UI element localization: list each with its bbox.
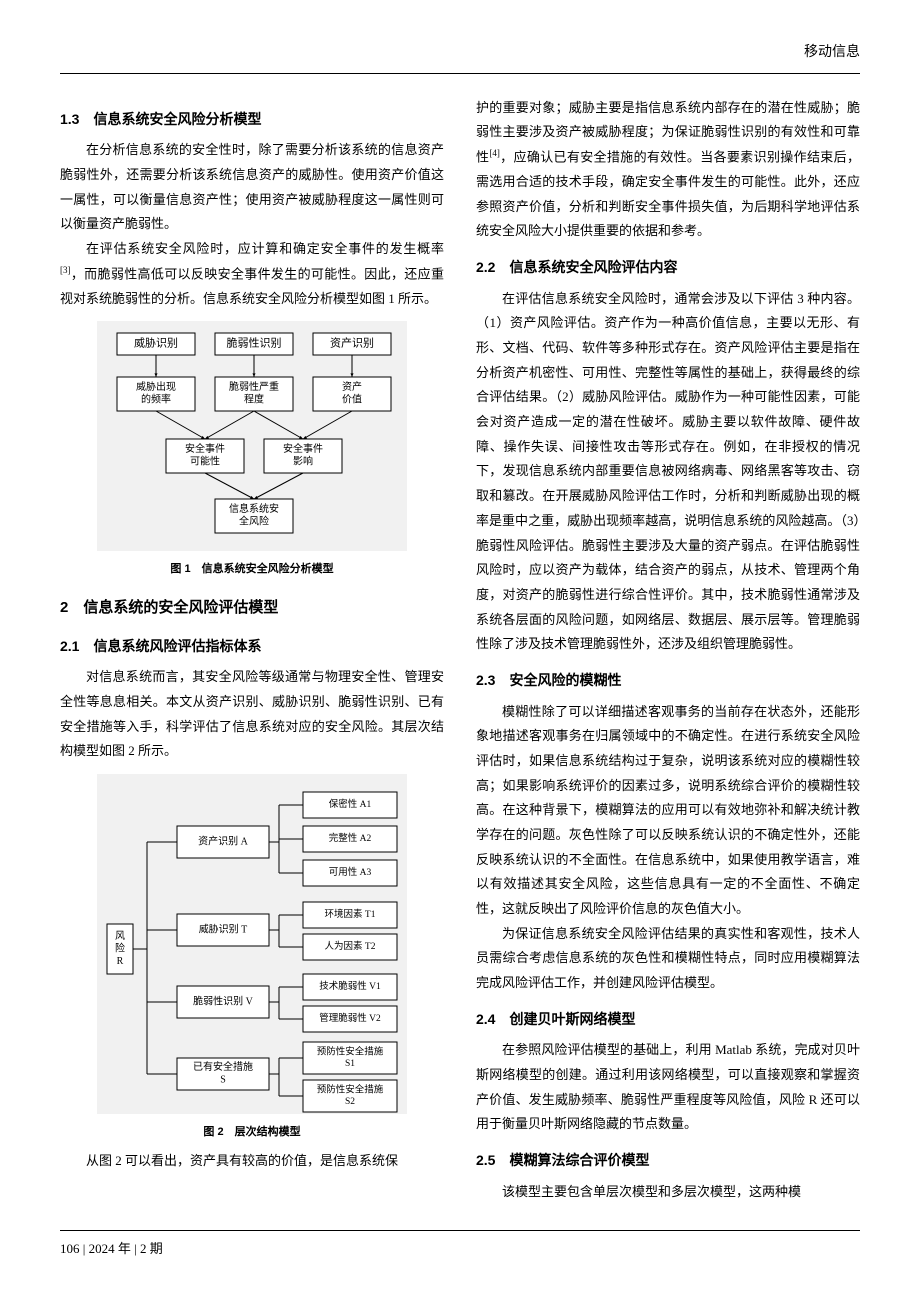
citation: [3]	[60, 265, 71, 275]
para: 模糊性除了可以详细描述客观事务的当前存在状态外，还能形象地描述客观事务在归属领域…	[476, 700, 860, 922]
svg-text:预防性安全措施: 预防性安全措施	[317, 1083, 384, 1095]
svg-text:全风险: 全风险	[239, 515, 269, 528]
svg-text:技术脆弱性 V1: 技术脆弱性 V1	[319, 980, 381, 992]
para: 该模型主要包含单层次模型和多层次模型，这两种模	[476, 1180, 860, 1205]
heading-2-4: 2.4 创建贝叶斯网络模型	[476, 1006, 860, 1033]
svg-text:资产识别 A: 资产识别 A	[198, 834, 248, 847]
svg-text:资产识别: 资产识别	[330, 336, 374, 350]
para: 从图 2 可以看出，资产具有较高的价值，是信息系统保	[60, 1149, 444, 1174]
svg-text:脆弱性严重: 脆弱性严重	[229, 380, 279, 393]
svg-text:脆弱性识别 V: 脆弱性识别 V	[193, 994, 253, 1007]
svg-text:可用性 A3: 可用性 A3	[329, 866, 372, 878]
heading-2-2: 2.2 信息系统安全风险评估内容	[476, 254, 860, 281]
svg-text:管理脆弱性 V2: 管理脆弱性 V2	[319, 1012, 381, 1024]
svg-text:威胁出现: 威胁出现	[136, 380, 176, 393]
figure-1-caption: 图 1 信息系统安全风险分析模型	[60, 559, 444, 580]
para: 为保证信息系统安全风险评估结果的真实性和客观性，技术人员需综合考虑信息系统的灰色…	[476, 922, 860, 996]
svg-text:风: 风	[115, 930, 125, 942]
issue-info: 2024 年 | 2 期	[89, 1241, 163, 1256]
para: 对信息系统而言，其安全风险等级通常与物理安全性、管理安全性等息息相关。本文从资产…	[60, 665, 444, 764]
svg-text:信息系统安: 信息系统安	[229, 502, 279, 515]
svg-text:资产: 资产	[342, 380, 362, 393]
svg-text:人为因素 T2: 人为因素 T2	[325, 940, 376, 952]
para: 在评估信息系统安全风险时，通常会涉及以下评估 3 种内容。（1）资产风险评估。资…	[476, 287, 860, 657]
svg-text:已有安全措施: 已有安全措施	[193, 1060, 253, 1073]
heading-1-3: 1.3 信息系统安全风险分析模型	[60, 106, 444, 133]
para: 护的重要对象；威胁主要是指信息系统内部存在的潜在性威胁；脆弱性主要涉及资产被威胁…	[476, 96, 860, 244]
para: 在参照风险评估模型的基础上，利用 Matlab 系统，完成对贝叶斯网络模型的创建…	[476, 1038, 860, 1137]
heading-2-1: 2.1 信息系统风险评估指标体系	[60, 633, 444, 660]
page-number: 106	[60, 1241, 80, 1256]
svg-text:R: R	[117, 956, 124, 967]
svg-text:S1: S1	[345, 1059, 355, 1069]
figure-1: 威胁识别脆弱性识别资产识别威胁出现的频率脆弱性严重程度资产价值安全事件可能性安全…	[97, 321, 407, 551]
svg-text:安全事件: 安全事件	[185, 442, 225, 455]
para: 在分析信息系统的安全性时，除了需要分析该系统的信息资产脆弱性外，还需要分析该系统…	[60, 138, 444, 237]
svg-text:价值: 价值	[342, 393, 362, 406]
svg-text:的频率: 的频率	[141, 393, 171, 406]
svg-text:程度: 程度	[244, 393, 264, 406]
para: 在评估系统安全风险时，应计算和确定安全事件的发生概率[3]，而脆弱性高低可以反映…	[60, 237, 444, 311]
left-column: 1.3 信息系统安全风险分析模型 在分析信息系统的安全性时，除了需要分析该系统的…	[60, 96, 444, 1205]
heading-2: 2 信息系统的安全风险评估模型	[60, 594, 444, 623]
svg-text:S2: S2	[345, 1097, 355, 1107]
svg-text:可能性: 可能性	[190, 455, 220, 468]
heading-2-5: 2.5 模糊算法综合评价模型	[476, 1147, 860, 1174]
svg-text:S: S	[220, 1075, 226, 1086]
svg-text:完整性 A2: 完整性 A2	[329, 832, 372, 844]
right-column: 护的重要对象；威胁主要是指信息系统内部存在的潜在性威胁；脆弱性主要涉及资产被威胁…	[476, 96, 860, 1205]
svg-text:预防性安全措施: 预防性安全措施	[317, 1045, 384, 1057]
svg-text:环境因素 T1: 环境因素 T1	[325, 908, 376, 920]
svg-text:影响: 影响	[293, 455, 313, 468]
svg-text:安全事件: 安全事件	[283, 442, 323, 455]
svg-text:威胁识别 T: 威胁识别 T	[199, 922, 248, 935]
svg-text:保密性 A1: 保密性 A1	[329, 798, 372, 810]
content-columns: 1.3 信息系统安全风险分析模型 在分析信息系统的安全性时，除了需要分析该系统的…	[60, 96, 860, 1205]
svg-text:威胁识别: 威胁识别	[134, 336, 178, 350]
svg-text:脆弱性识别: 脆弱性识别	[227, 336, 282, 350]
figure-2-caption: 图 2 层次结构模型	[60, 1122, 444, 1143]
page-footer: 106 | 2024 年 | 2 期	[60, 1230, 860, 1262]
heading-2-3: 2.3 安全风险的模糊性	[476, 667, 860, 694]
journal-name: 移动信息	[60, 40, 860, 74]
svg-text:险: 险	[115, 941, 125, 954]
citation: [4]	[489, 148, 500, 158]
figure-2: 风险R 资产识别 A 威胁识别 T 脆弱性识别 V 已有安全措施 S 保密性 A1 完整性 A…	[97, 774, 407, 1114]
